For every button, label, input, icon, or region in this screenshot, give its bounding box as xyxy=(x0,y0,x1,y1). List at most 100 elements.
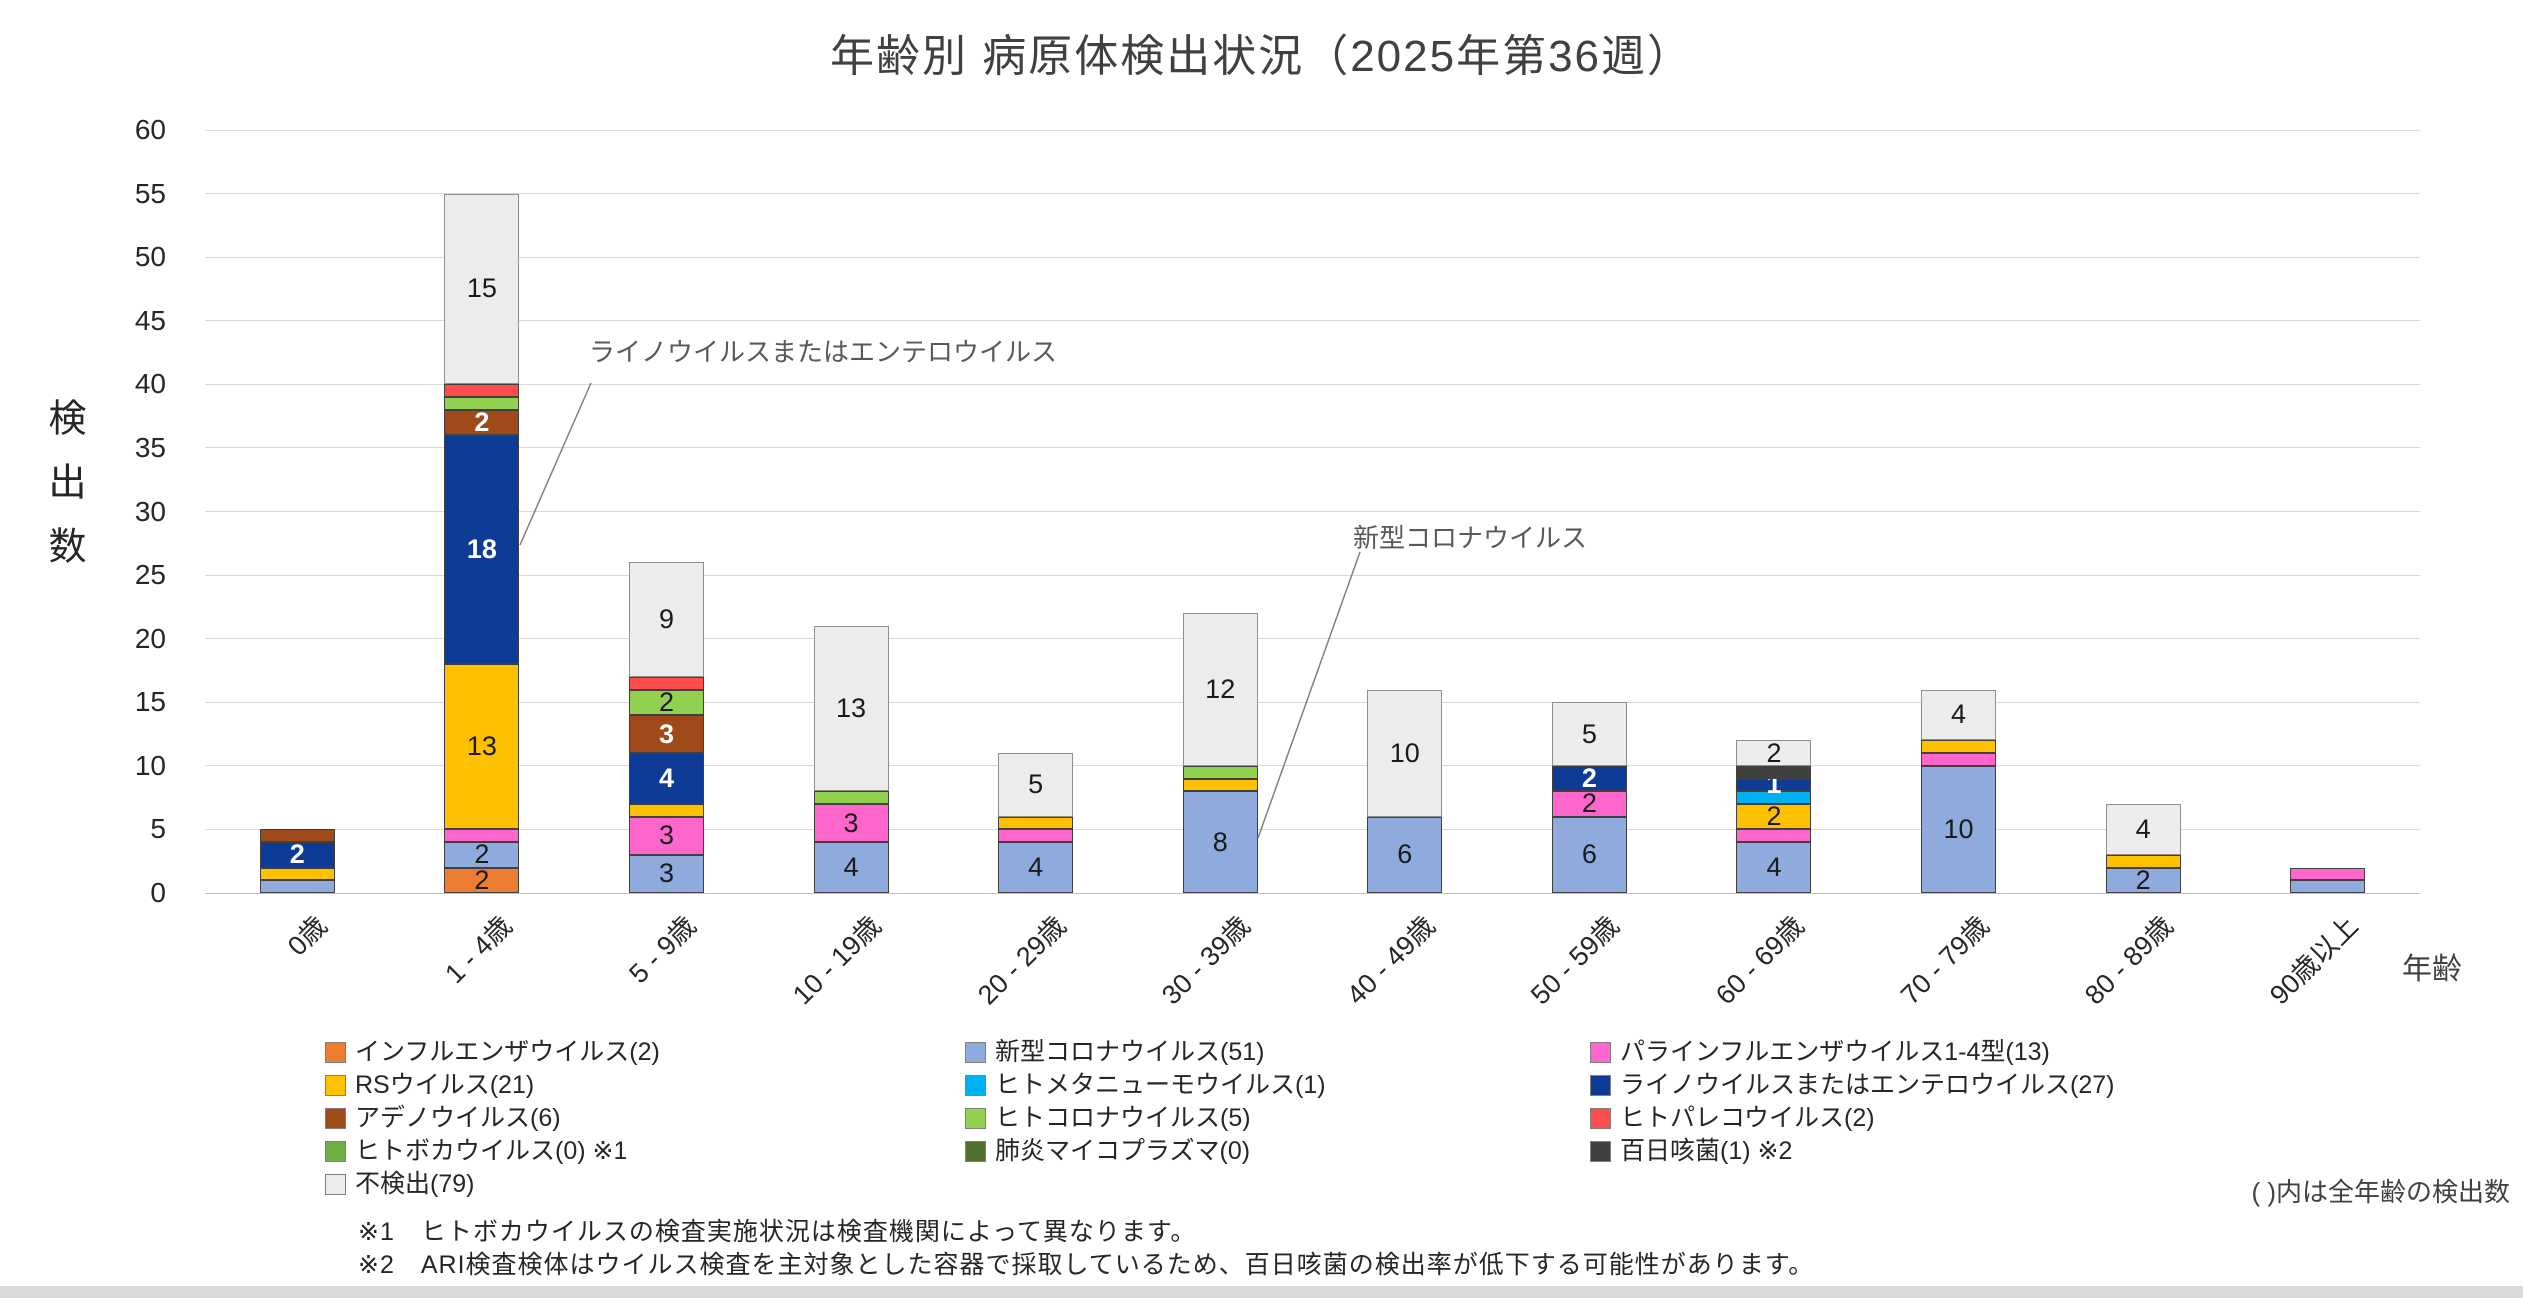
legend-label: 不検出(79) xyxy=(355,1170,475,1198)
gridline xyxy=(205,256,2420,258)
bar-segment xyxy=(813,791,889,804)
bar-segment xyxy=(628,854,704,893)
y-tick-label: 60 xyxy=(134,114,166,145)
legend-swatch xyxy=(965,1075,986,1096)
bar-segment xyxy=(444,435,520,665)
gridline xyxy=(205,828,2420,830)
y-tick-label: 40 xyxy=(134,368,166,400)
bar-segment xyxy=(1551,816,1627,893)
bar-segment xyxy=(628,714,704,754)
bar-segment xyxy=(444,193,520,385)
bar-segment xyxy=(1367,689,1443,817)
bar-segment xyxy=(998,816,1074,830)
bar-segment xyxy=(444,397,520,410)
bar-segment xyxy=(444,664,520,830)
bar-segment xyxy=(998,753,1074,817)
legend-item: ヒトコロナウイルス(5) xyxy=(965,1106,1251,1131)
bar-segment xyxy=(2105,854,2181,868)
x-axis-line xyxy=(205,892,2420,894)
bar-segment xyxy=(628,689,704,715)
legend-label: ヒトパレコウイルス(2) xyxy=(1620,1104,1875,1132)
legend-swatch xyxy=(1590,1108,1611,1129)
bar-segment xyxy=(1921,765,1997,893)
y-tick-label: 20 xyxy=(134,622,166,654)
gridline xyxy=(205,320,2420,322)
x-tick-label: 20 - 29歳 xyxy=(971,910,1072,1011)
chart-title: 年齢別 病原体検出状況（2025年第36週） xyxy=(829,32,1694,81)
bar-segment xyxy=(2105,803,2181,855)
bar-segment xyxy=(444,829,520,843)
legend-swatch xyxy=(965,1042,986,1063)
gridline xyxy=(205,701,2420,703)
y-tick-label: 30 xyxy=(134,495,166,527)
bar-segment xyxy=(259,880,335,893)
x-tick-label: 10 - 19歳 xyxy=(787,910,887,1011)
x-tick-label: 5 - 9歳 xyxy=(623,910,703,990)
y-tick-label: 10 xyxy=(134,749,166,781)
bar-segment xyxy=(1736,803,1812,830)
bar-segment xyxy=(1736,842,1812,893)
y-tick-label: 5 xyxy=(150,813,166,845)
bar-segment xyxy=(628,803,704,817)
bar-segment xyxy=(259,867,335,881)
bar-segment xyxy=(628,816,704,855)
bar-segment xyxy=(2290,880,2366,893)
legend-swatch xyxy=(1590,1141,1611,1162)
x-tick-label: 70 - 79歳 xyxy=(1894,910,1995,1011)
legend-item: インフルエンザウイルス(2) xyxy=(325,1040,660,1065)
legend-label: 新型コロナウイルス(51) xyxy=(995,1038,1265,1066)
gridline xyxy=(205,638,2420,640)
bar-segment xyxy=(1182,613,1258,766)
legend-swatch xyxy=(325,1075,346,1096)
bar-segment xyxy=(1736,778,1812,792)
legend-label: 肺炎マイコプラズマ(0) xyxy=(995,1137,1251,1165)
bar-segment xyxy=(1736,829,1812,843)
legend-label: ヒトコロナウイルス(5) xyxy=(995,1104,1251,1132)
bar-segment xyxy=(1182,778,1258,792)
bar-segment xyxy=(1921,689,1997,741)
x-tick-label: 80 - 89歳 xyxy=(2079,910,2179,1011)
legend-label: ヒトボカウイルス(0) ※1 xyxy=(355,1137,628,1165)
bar-segment xyxy=(444,384,520,398)
legend-item: アデノウイルス(6) xyxy=(325,1106,561,1131)
bar-segment xyxy=(1367,816,1443,893)
legend-label: RSウイルス(21) xyxy=(355,1071,535,1099)
legend-swatch xyxy=(1590,1042,1611,1063)
bar-segment xyxy=(1736,765,1812,779)
gridline xyxy=(205,193,2420,195)
legend-item: ヒトメタニューモウイルス(1) xyxy=(965,1073,1326,1098)
legend-item: 新型コロナウイルス(51) xyxy=(965,1040,1264,1065)
legend-label: 百日咳菌(1) ※2 xyxy=(1620,1137,1793,1165)
x-tick-label: 1 - 4歳 xyxy=(439,910,518,990)
gridline xyxy=(205,574,2420,576)
legend-note: ( )内は全年齢の検出数 xyxy=(2251,1177,2510,1207)
x-tick-label: 90歳以上 xyxy=(2263,910,2364,1011)
bar-segment xyxy=(444,842,520,868)
gridline xyxy=(205,765,2420,767)
legend-swatch xyxy=(965,1141,986,1162)
y-tick-label: 25 xyxy=(134,559,166,591)
bar-segment xyxy=(259,842,335,868)
legend-label: インフルエンザウイルス(2) xyxy=(355,1038,660,1066)
y-tick-label: 55 xyxy=(134,177,166,209)
legend-swatch xyxy=(1590,1075,1611,1096)
bar-segment xyxy=(1921,740,1997,754)
bar-segment xyxy=(444,409,520,436)
bar-segment xyxy=(259,829,335,843)
legend-item: ヒトパレコウイルス(2) xyxy=(1590,1106,1875,1131)
bar-segment xyxy=(813,842,889,893)
bar-segment xyxy=(628,562,704,677)
bar-segment xyxy=(1551,791,1627,817)
bar-segment xyxy=(813,625,889,792)
legend-label: ライノウイルスまたはエンテロウイルス(27) xyxy=(1620,1071,2115,1099)
legend-item: ライノウイルスまたはエンテロウイルス(27) xyxy=(1590,1073,2114,1098)
bar-segment xyxy=(628,753,704,804)
legend-item: RSウイルス(21) xyxy=(325,1073,534,1098)
legend-item: 百日咳菌(1) ※2 xyxy=(1590,1139,1792,1164)
footnote-2: ※2 ARI検査検体はウイルス検査を主対象とした容器で採取しているため、百日咳菌… xyxy=(358,1251,1815,1279)
annotation-leader-line xyxy=(1257,551,1361,839)
annotation-label: ライノウイルスまたはエンテロウイルス xyxy=(589,337,1058,367)
bar-segment xyxy=(813,803,889,843)
bar-segment xyxy=(2290,867,2366,881)
